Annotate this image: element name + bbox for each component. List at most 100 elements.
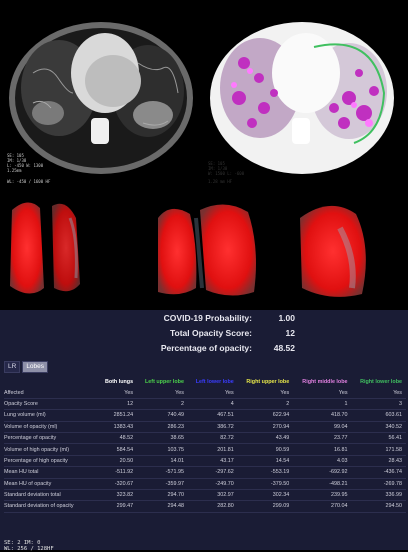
row-label: Percentage of opacity [4,432,99,445]
table-cell: 418.70 [293,409,352,422]
row-label: Mean HU of opacity [4,478,99,490]
table-cell: 4 [187,398,238,411]
footer-window: WL: 256 / 128HF [4,546,54,552]
table-cell: -553.19 [237,466,294,479]
row-label: Affected [4,387,99,399]
table-row: Mean HU total -511.92 -571.95 -297.62 -553.1… [4,466,406,479]
table-cell: -379.50 [237,478,294,490]
opacity-score-value: 12 [285,328,295,338]
table-cell: -436.74 [351,466,406,479]
table-cell: Yes [99,387,138,399]
table-cell: 740.49 [137,409,188,422]
table-cell: -320.67 [99,478,138,490]
table-cell: -498.21 [293,478,352,490]
table-cell: 171.58 [351,443,406,456]
table-cell: 12 [99,398,138,411]
column-header: Right lower lobe [360,379,402,386]
table-cell: 28.43 [351,455,406,468]
table-cell: -249.70 [187,478,238,490]
table-header-row: Both lungs Left upper lobe Left lower lo… [4,377,406,387]
table-cell: Yes [293,387,352,399]
table-cell: 2 [237,398,294,411]
ct-overlay-text: SE: 105 IM: 1/38 L: -450 W: 1300 1.25mm [7,153,44,173]
table-cell: 38.65 [137,432,188,445]
ct-overlay-text: SE: 105 IM: 1/38 W: 1500 L: -600 [208,161,245,176]
table-cell: -692.92 [293,466,352,479]
ct-footer-text: WL: -450 / 1600 HF [7,179,51,184]
ct-footer-text: 1.28 mm HF [208,179,233,184]
table-cell: 584.54 [99,443,138,456]
table-cell: 43.49 [237,432,294,445]
table-cell: 323.82 [99,489,138,502]
footer-series: SE: 2 IM: 0 [4,540,41,546]
table-row: Standard deviation total 323.82 294.70 302.… [4,489,406,502]
table-row: Standard deviation of opacity 299.47 294.4… [4,500,406,513]
table-cell: 1383.43 [99,421,138,433]
table-cell: 1 [293,398,352,411]
table-cell: 467.51 [187,409,238,422]
table-cell: 14.54 [237,455,294,468]
table-cell: 294.70 [137,489,188,502]
table-cell: 622.94 [237,409,294,422]
lung-3d-view-1 [10,202,80,294]
column-header: Both lungs [104,379,134,386]
table-cell: -359.97 [137,478,188,490]
table-cell: 103.75 [137,443,188,456]
ct-slice-segmented[interactable]: SE: 105 IM: 1/38 W: 1500 L: -600 1.28 mm H… [204,3,400,186]
table-cell: 239.95 [293,489,352,502]
table-cell: 99.04 [293,421,352,433]
table-cell: 2851.24 [99,409,138,422]
opacity-score-label: Total Opacity Score: [169,328,252,338]
row-label: Volume of high opacity (ml) [4,443,99,456]
probability-label: COVID-19 Probability: [163,313,252,323]
analysis-panel: COVID-19 Probability: 1.00 Total Opacity… [0,310,408,552]
row-label: Standard deviation of opacity [4,500,99,513]
table-cell: -269.78 [351,478,406,490]
ct-slice-original[interactable]: SE: 105 IM: 1/38 L: -450 W: 1300 1.25mm WL… [3,3,199,186]
row-label: Standard deviation total [4,489,99,502]
table-cell: 20.50 [99,455,138,468]
table-cell: 82.72 [187,432,238,445]
tab-lobes[interactable]: Lobes [22,361,49,373]
table-cell: 603.61 [351,409,406,422]
table-row: Percentage of high opacity 20.50 14.01 43.1… [4,455,406,468]
ct-image-row: SE: 105 IM: 1/38 L: -450 W: 1300 1.25mm WL… [0,0,408,188]
lung-3d-render-row [0,188,408,310]
column-header: Left lower lobe [195,379,234,386]
row-label: Volume of opacity (ml) [4,421,99,433]
table-row: Lung volume (ml) 2851.24 740.49 467.51 622.9… [4,409,406,422]
table-cell: 270.94 [237,421,294,433]
table-cell: 299.09 [237,500,294,513]
table-cell: Yes [351,387,406,399]
column-header: Right middle lobe [302,379,348,386]
table-cell: 2 [137,398,188,411]
table-cell: Yes [237,387,294,399]
table-row: Opacity Score 12 2 4 2 1 3 [4,398,406,411]
lung-3d-view-2 [158,204,256,296]
column-header: Left upper lobe [145,379,184,386]
table-cell: -511.92 [99,466,138,479]
table-row: Affected Yes Yes Yes Yes Yes Yes [4,387,406,399]
percentage-label: Percentage of opacity: [160,343,252,353]
table-cell: Yes [187,387,238,399]
table-cell: Yes [137,387,188,399]
table-row: Volume of high opacity (ml) 584.54 103.75 2… [4,443,406,456]
tab-lr[interactable]: LR [4,361,21,373]
table-cell: -571.95 [137,466,188,479]
table-cell: 14.01 [137,455,188,468]
row-label: Lung volume (ml) [4,409,99,422]
table-cell: -297.62 [187,466,238,479]
lobe-metrics-table: Both lungs Left upper lobe Left lower lo… [4,377,406,513]
column-header [4,377,99,387]
table-cell: 302.34 [237,489,294,502]
percentage-value: 48.52 [273,343,295,353]
lung-3d-view-3 [300,205,366,297]
row-label: Percentage of high opacity [4,455,99,468]
probability-value: 1.00 [278,313,295,323]
table-cell: 3 [351,398,406,411]
table-cell: 201.81 [187,443,238,456]
row-label: Mean HU total [4,466,99,479]
column-header: Right upper lobe [246,379,290,386]
table-cell: 270.04 [293,500,352,513]
viewer-footer: SE: 2 IM: 0 WL: 256 / 128HF [4,540,54,552]
